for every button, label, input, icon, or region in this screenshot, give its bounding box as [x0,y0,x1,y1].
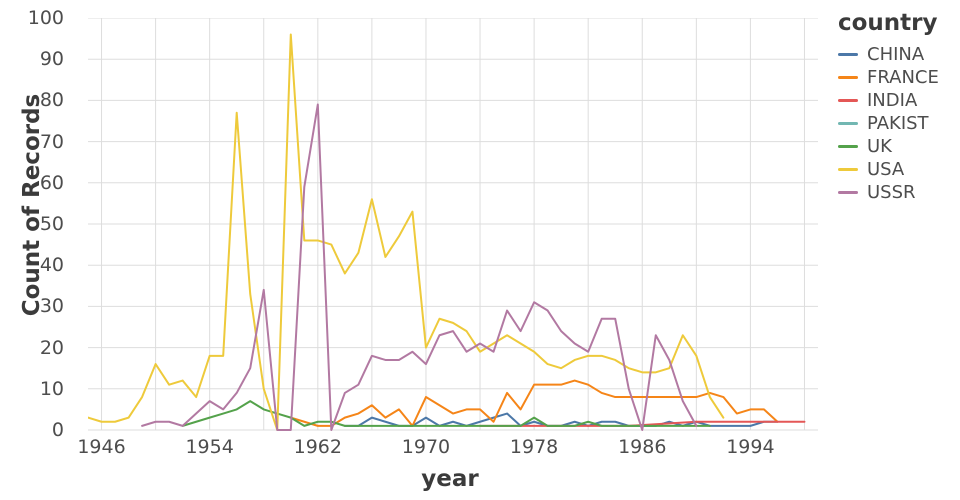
x-tick-label: 1978 [509,436,559,458]
x-tick-label: 1954 [185,436,234,458]
y-tick-label: 80 [39,89,64,112]
legend-swatch-icon [838,99,858,102]
series-line-ussr [141,103,698,431]
legend-swatch-icon [838,76,858,79]
y-tick-label: 50 [39,213,64,235]
y-tick-label: 70 [39,130,64,153]
x-tick-label: 1946 [77,436,126,458]
legend-items: CHINA FRANCE INDIA PAKIST UK USA USSR [838,43,960,204]
y-tick-label: 60 [39,171,64,194]
series-line-uk [181,400,711,427]
legend-item-pakist[interactable]: PAKIST [838,112,960,135]
legend-item-label: USSR [867,182,916,203]
legend-item-label: CHINA [867,44,925,65]
legend: country CHINA FRANCE INDIA PAKIST UK USA USSR [838,10,960,204]
y-tick-label: 40 [39,254,64,277]
legend-item-label: FRANCE [867,67,939,88]
y-tick-label: 100 [27,7,64,29]
legend-item-label: USA [867,159,905,180]
legend-item-label: UK [867,136,892,157]
y-tick-label: 30 [39,295,64,318]
legend-title: country [838,10,938,36]
legend-swatch-icon [838,53,858,56]
y-tick-label: 0 [51,419,64,441]
y-axis-tick-labels: 0 10 20 30 40 50 60 70 80 90 100 [18,0,64,500]
legend-item-india[interactable]: INDIA [838,89,960,112]
series-line-france [289,379,779,427]
legend-item-france[interactable]: FRANCE [838,66,960,89]
plot-area [88,18,818,431]
y-tick-label: 20 [39,336,64,359]
legend-swatch-icon [838,122,858,125]
legend-item-uk[interactable]: UK [838,135,960,158]
y-tick-label: 90 [39,48,64,71]
legend-swatch-icon [838,145,858,148]
y-tick-label: 10 [39,377,64,400]
x-tick-label: 1994 [726,436,775,458]
gridlines [88,18,818,431]
x-tick-label: 1986 [618,436,667,458]
series-line-usa [88,33,725,431]
chart-canvas [88,18,818,431]
legend-item-china[interactable]: CHINA [838,43,960,66]
legend-item-usa[interactable]: USA [838,158,960,181]
x-tick-label: 1962 [293,436,342,458]
legend-item-label: INDIA [867,90,918,111]
legend-swatch-icon [838,191,858,194]
legend-item-ussr[interactable]: USSR [838,181,960,204]
legend-item-label: PAKIST [867,113,929,134]
x-tick-label: 1970 [401,436,451,458]
legend-swatch-icon [838,168,858,171]
x-axis-title: year [421,466,479,492]
